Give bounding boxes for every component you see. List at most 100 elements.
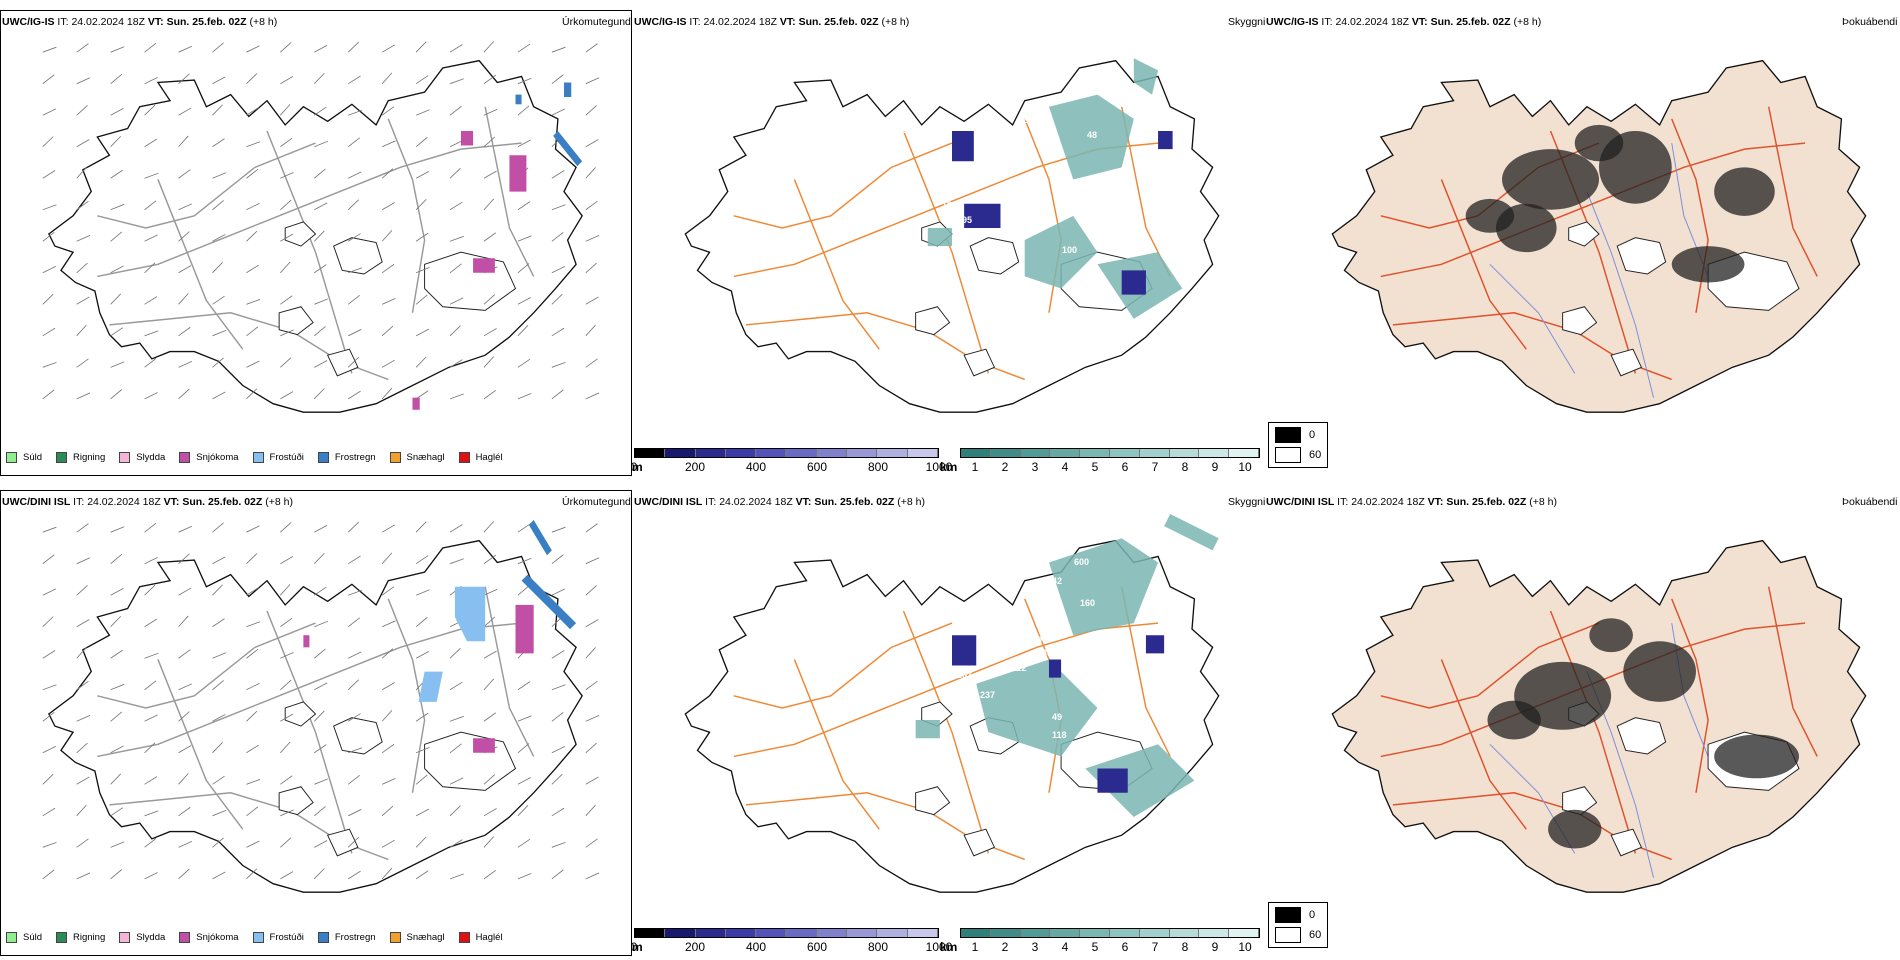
fog-shade-area [1714, 167, 1775, 216]
model-name: UWC/IG-IS [1266, 16, 1319, 28]
wind-barb [348, 747, 363, 754]
wind-barb [381, 839, 395, 848]
low-cloud-base-area [1097, 768, 1128, 793]
iceland-coastline [47, 539, 583, 893]
road-line [1549, 610, 1637, 854]
wind-barb [551, 746, 566, 754]
colorbar-tick-label: 200 [684, 940, 706, 954]
legend-label: Frostregn [334, 932, 376, 943]
it-value: 24.02.2024 18Z [71, 16, 145, 28]
wind-barb [381, 620, 396, 628]
forecast-row-dini-isl: UWC/DINI ISL IT: 24.02.2024 18Z VT: Sun.… [0, 490, 1900, 960]
wind-barb [280, 556, 294, 565]
wind-barb [144, 262, 156, 274]
wind-barb [483, 808, 497, 817]
wind-barb [381, 202, 395, 211]
legend-swatch [317, 932, 329, 943]
wind-barb [178, 169, 191, 179]
wind-barb [348, 233, 361, 242]
road-line [1440, 659, 1527, 830]
wind-barb [144, 776, 158, 785]
visibility-value-label: 86 [992, 155, 1003, 165]
wind-barb [585, 557, 600, 565]
wind-barb [415, 75, 429, 85]
wind-barb [517, 873, 532, 880]
model-name: UWC/DINI ISL [1266, 496, 1335, 508]
precip-area [553, 130, 583, 167]
model-name: UWC/IG-IS [2, 16, 55, 28]
legend-swatch [389, 932, 401, 943]
low-cloud-base-area [952, 130, 974, 162]
wind-barb [280, 357, 292, 368]
wind-barb [76, 167, 87, 179]
wind-barb [178, 203, 192, 211]
visibility-colorbar-ticks: 1 2 3 4 5 6 7 8 9 10 [960, 940, 1260, 954]
wind-barb [381, 743, 395, 754]
precip-area [418, 671, 443, 702]
colorbar-segment [1229, 449, 1259, 457]
visibility-value-label: 198 [942, 200, 958, 210]
glacier-outline [1568, 221, 1600, 247]
visibility-value-label: 242 [1047, 576, 1063, 586]
wind-barb [212, 742, 223, 754]
glacier-outline [1562, 786, 1598, 816]
wind-barb [483, 774, 496, 785]
wind-barb [381, 297, 396, 305]
wind-barb [348, 109, 363, 116]
panel-frame [0, 10, 632, 476]
legend-swatch [252, 932, 264, 943]
wind-barb [449, 681, 463, 691]
low-cloud-base-area [1145, 635, 1165, 654]
wind-barb [483, 294, 496, 305]
fog-legend: 0 60 [1268, 902, 1329, 948]
wind-barb [585, 392, 600, 400]
legend-label: Rigning [73, 932, 106, 943]
colorbar-segment [1080, 449, 1110, 457]
low-cloud-base-area [952, 635, 977, 666]
wind-barb [381, 44, 395, 53]
wind-barb [76, 392, 91, 400]
wind-barb [42, 841, 57, 848]
wind-barb [314, 744, 327, 754]
wind-barb [483, 678, 495, 691]
road-line [1440, 179, 1527, 350]
wind-barb [110, 649, 123, 659]
visibility-value-label: 100 [1062, 245, 1078, 255]
wind-barb [42, 526, 57, 533]
lead-time: (+8 h) [249, 16, 278, 28]
wind-barb [76, 262, 88, 274]
wind-barb [313, 552, 325, 564]
visibility-value-label: 120 [1027, 635, 1043, 645]
colorbar-segment [1109, 449, 1140, 457]
wind-barb [449, 743, 462, 754]
colorbar-tick-label: 0 [630, 940, 638, 954]
colorbar-tick-label: 7 [1151, 940, 1159, 954]
wind-barb [280, 837, 292, 848]
wind-barb [76, 714, 91, 722]
road-line [266, 610, 353, 854]
wind-barb [212, 618, 225, 628]
wind-barb [381, 325, 394, 337]
wind-barb [314, 778, 328, 785]
river-line [1489, 263, 1576, 374]
precip-area [563, 82, 572, 98]
wind-barb [178, 361, 192, 368]
wind-barb [585, 296, 599, 305]
wind-barb [449, 325, 461, 337]
glacier-outline [278, 306, 314, 336]
wind-barb [585, 742, 597, 754]
lead-time: (+8 h) [881, 16, 910, 28]
wind-barb [280, 713, 294, 722]
wind-barb [415, 808, 430, 817]
wind-barb [42, 588, 57, 596]
wind-barb [76, 296, 90, 305]
wind-barb [483, 588, 498, 596]
lead-time: (+8 h) [265, 496, 293, 508]
wind-barb [483, 521, 495, 533]
colorbar-segment [635, 449, 666, 457]
legend-swatch [179, 452, 191, 463]
wind-barb [348, 651, 362, 659]
wind-barb [517, 263, 530, 274]
colorbar-tick-label: 400 [745, 460, 767, 474]
wind-barb [449, 647, 461, 659]
